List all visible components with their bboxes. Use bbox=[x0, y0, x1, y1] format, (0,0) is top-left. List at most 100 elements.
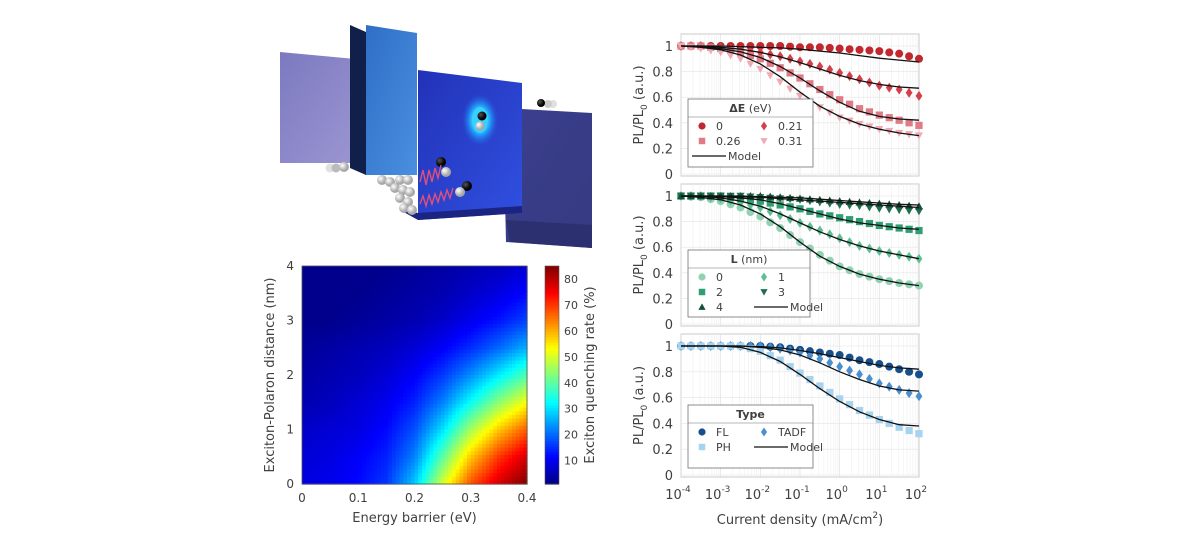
y-tick: 0.6 bbox=[652, 241, 673, 256]
heatmap-cell bbox=[339, 407, 344, 412]
heatmap-cell bbox=[455, 324, 461, 329]
heatmap-cell bbox=[339, 331, 344, 336]
heatmap-cell bbox=[418, 276, 423, 282]
heatmap-cell bbox=[422, 451, 427, 456]
heatmap-cell bbox=[305, 367, 311, 372]
heatmap-cell bbox=[467, 436, 472, 441]
heatmap-cell bbox=[302, 305, 307, 311]
heatmap-cell bbox=[482, 414, 487, 420]
heatmap-cell bbox=[485, 407, 491, 412]
heatmap-cell bbox=[354, 309, 359, 314]
heatmap-cell bbox=[452, 302, 457, 307]
heatmap-cell bbox=[470, 411, 476, 416]
heatmap-cell bbox=[512, 364, 517, 369]
heatmap-cell bbox=[335, 451, 341, 456]
heatmap-cell bbox=[365, 335, 371, 340]
heatmap-cell bbox=[504, 345, 509, 351]
heatmap-cell bbox=[335, 440, 341, 445]
heatmap-cell bbox=[328, 407, 333, 412]
heatmap-cell bbox=[489, 364, 494, 369]
heatmap-cell bbox=[489, 444, 494, 449]
heatmap-cell bbox=[407, 436, 412, 441]
heatmap-cell bbox=[343, 342, 348, 347]
heatmap-cell bbox=[519, 447, 524, 452]
heatmap-cell bbox=[433, 436, 438, 441]
heatmap-cell bbox=[350, 338, 356, 343]
heatmap-cell bbox=[519, 414, 524, 420]
heatmap-cell bbox=[410, 342, 416, 347]
heatmap-cell bbox=[437, 320, 442, 325]
heatmap-cell bbox=[414, 338, 419, 343]
heatmap-cell bbox=[335, 422, 341, 427]
heatmap-cell bbox=[320, 429, 326, 434]
heatmap-cell bbox=[354, 414, 359, 420]
heatmap-cell bbox=[482, 436, 487, 441]
heatmap-cell bbox=[452, 436, 457, 441]
heatmap-cell bbox=[478, 400, 483, 405]
heatmap-cell bbox=[508, 280, 513, 285]
heatmap-cell bbox=[500, 269, 506, 274]
heatmap-cell bbox=[339, 382, 344, 387]
heatmap-cell bbox=[347, 436, 352, 441]
heatmap-cell bbox=[433, 385, 438, 391]
heatmap-cell bbox=[478, 349, 483, 354]
heatmap-cell bbox=[489, 382, 494, 387]
heatmap-cell bbox=[452, 414, 457, 420]
heatmap-cell bbox=[422, 422, 427, 427]
heatmap-cell bbox=[403, 349, 408, 354]
heatmap-cell bbox=[437, 316, 442, 322]
heatmap-cell bbox=[504, 295, 509, 300]
heatmap-cell bbox=[478, 360, 483, 365]
heatmap-cell bbox=[437, 371, 442, 376]
heatmap-cell bbox=[448, 338, 453, 343]
heatmap-cell bbox=[508, 273, 513, 278]
heatmap-cell bbox=[407, 385, 412, 391]
heatmap-cell bbox=[362, 440, 367, 445]
heatmap-cell bbox=[474, 280, 479, 285]
heatmap-cell bbox=[362, 345, 367, 351]
heatmap-cell bbox=[332, 425, 337, 431]
heatmap-cell bbox=[343, 382, 348, 387]
heatmap-cell bbox=[489, 284, 494, 289]
heatmap-cell bbox=[497, 375, 502, 380]
heatmap-cell bbox=[399, 425, 404, 431]
heatmap-cell bbox=[500, 327, 506, 332]
heatmap-cell bbox=[470, 356, 476, 362]
heatmap-cell bbox=[339, 389, 344, 394]
heatmap-cell bbox=[474, 266, 479, 271]
heatmap-cell bbox=[467, 280, 472, 285]
heatmap-cell bbox=[482, 320, 487, 325]
heatmap-cell bbox=[339, 302, 344, 307]
heatmap-cell bbox=[347, 382, 352, 387]
heatmap-cell bbox=[302, 433, 307, 438]
heatmap-cell bbox=[500, 291, 506, 296]
heatmap-cell bbox=[320, 360, 326, 365]
heatmap-cell bbox=[478, 429, 483, 434]
heatmap-cell bbox=[407, 295, 412, 300]
heatmap-cell bbox=[508, 338, 513, 343]
heatmap-cell bbox=[343, 309, 348, 314]
heatmap-cell bbox=[388, 335, 393, 340]
heatmap-cell bbox=[519, 436, 524, 441]
heatmap-cell bbox=[302, 284, 307, 289]
heatmap-cell bbox=[467, 269, 472, 274]
heatmap-cell bbox=[302, 342, 307, 347]
heatmap-cell bbox=[414, 444, 419, 449]
heatmap-cell bbox=[339, 295, 344, 300]
heatmap-cell bbox=[335, 433, 341, 438]
heatmap-cell bbox=[305, 287, 311, 293]
heatmap-cell bbox=[440, 320, 446, 325]
heatmap-cell bbox=[500, 284, 506, 289]
heatmap-cell bbox=[384, 440, 389, 445]
heatmap-cell bbox=[354, 411, 359, 416]
heatmap-cell bbox=[320, 313, 326, 318]
heatmap-cell bbox=[313, 375, 318, 380]
heatmap-cell bbox=[467, 342, 472, 347]
heatmap-cell bbox=[399, 353, 404, 358]
legend-label: 0.26 bbox=[716, 135, 741, 148]
heatmap-cell bbox=[369, 276, 374, 282]
heatmap-cell bbox=[377, 375, 382, 380]
heatmap-cell bbox=[332, 364, 337, 369]
heatmap-cell bbox=[478, 302, 483, 307]
heatmap-cell bbox=[467, 320, 472, 325]
